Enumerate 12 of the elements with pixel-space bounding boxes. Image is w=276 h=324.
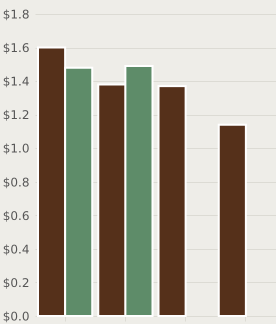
- bar: [218, 124, 247, 317]
- y-tick-label: $0.6: [2, 208, 30, 223]
- y-tick-label: $1.2: [2, 108, 30, 122]
- y-tick-label: $1.4: [2, 74, 30, 89]
- y-tick-label: $0.4: [2, 242, 30, 256]
- y-tick-label: $1.6: [2, 41, 30, 56]
- y-tick-label: $0.8: [2, 175, 30, 190]
- bar: [158, 85, 187, 317]
- y-tick-label: $0.0: [2, 310, 30, 324]
- y-tick-label: $0.2: [2, 276, 30, 290]
- y-tick-label: $1.0: [2, 142, 30, 156]
- y-tick-label: $1.8: [2, 8, 30, 22]
